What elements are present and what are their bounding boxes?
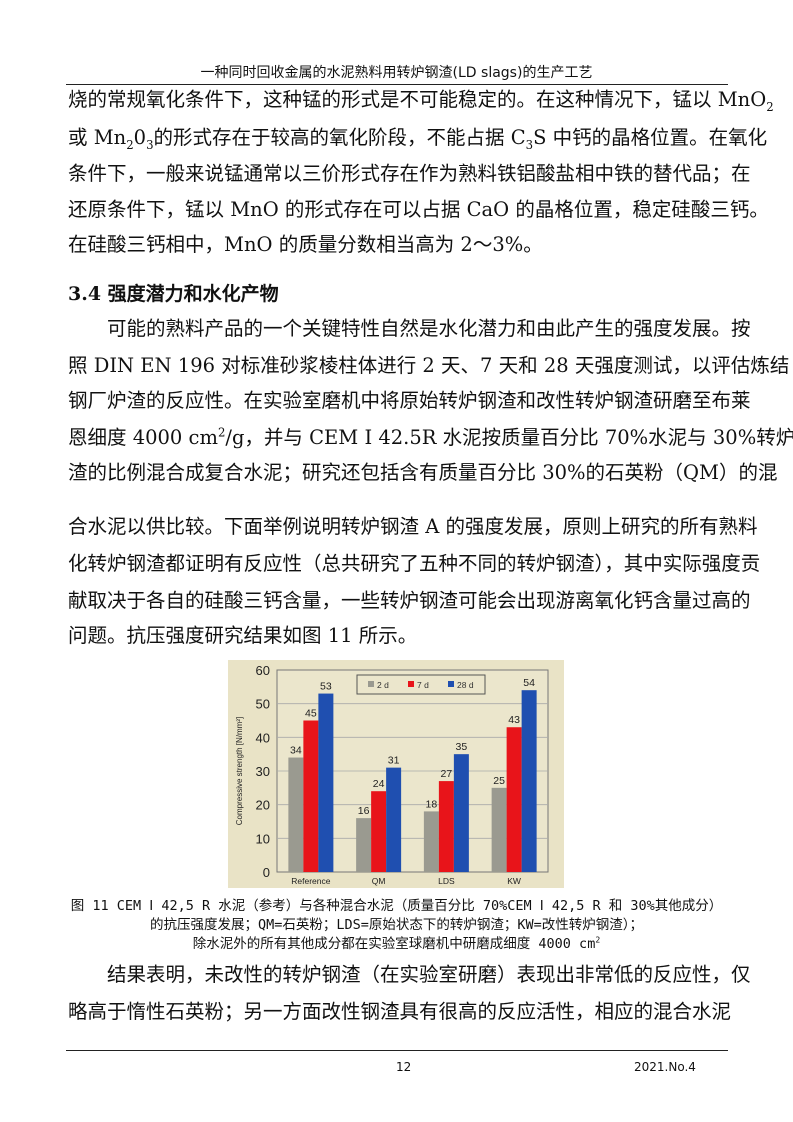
text-line: 或 Mn203的形式存在于较高的氧化阶段，不能占据 C3S 中钙的晶格位置。在氧… bbox=[68, 126, 768, 152]
text-line: 可能的熟料产品的一个关键特性自然是水化潜力和由此产生的强度发展。按 bbox=[68, 317, 751, 340]
bar-value-label: 45 bbox=[305, 708, 317, 720]
bar bbox=[453, 754, 469, 872]
text-line: 烧的常规氧化条件下，这种锰的形式是不可能稳定的。在这种情况下，锰以 MnO2 bbox=[68, 88, 774, 114]
page-number: 12 bbox=[396, 1060, 412, 1074]
y-tick-label: 50 bbox=[256, 697, 270, 712]
legend-label: 7 d bbox=[417, 680, 429, 690]
figure-caption-line: 图 11 CEM Ⅰ 42,5 R 水泥（参考）与各种混合水泥（质量百分比 70… bbox=[70, 898, 723, 914]
text-line: 照 DIN EN 196 对标准砂浆棱柱体进行 2 天、7 天和 28 天强度测… bbox=[68, 354, 790, 377]
figure-caption-line: 除水泥外的所有其他成分都在实验室球磨机中研磨成细度 4000 cm2 bbox=[192, 934, 601, 952]
bar bbox=[423, 811, 439, 872]
bar-value-label: 25 bbox=[493, 775, 505, 787]
bar bbox=[303, 720, 319, 872]
bar-value-label: 53 bbox=[320, 681, 332, 693]
text-line: 在硅酸三钙相中，MnO 的质量分数相当高为 2～3%。 bbox=[68, 233, 543, 256]
y-tick-label: 10 bbox=[256, 831, 270, 846]
footer-rule bbox=[66, 1050, 728, 1051]
x-tick-label: Reference bbox=[291, 876, 330, 886]
running-header: 一种同时回收金属的水泥熟料用转炉钢渣(LD slags)的生产工艺 bbox=[200, 65, 593, 81]
bar bbox=[506, 727, 522, 872]
y-axis-label: Compressive strength [N/mm²] bbox=[235, 717, 244, 825]
bar-value-label: 34 bbox=[290, 745, 302, 757]
bar bbox=[521, 690, 537, 872]
text-line: 问题。抗压强度研究结果如图 11 所示。 bbox=[68, 624, 418, 647]
legend-swatch bbox=[448, 681, 454, 687]
bar bbox=[356, 818, 372, 872]
section-heading: 3.4 强度潜力和水化产物 bbox=[68, 283, 279, 305]
bar-value-label: 43 bbox=[508, 714, 520, 726]
bar bbox=[318, 693, 334, 872]
legend-label: 2 d bbox=[377, 680, 389, 690]
bar bbox=[288, 757, 304, 872]
legend-swatch bbox=[368, 681, 374, 687]
bar bbox=[386, 767, 402, 872]
text-line: 条件下，一般来说锰通常以三价形式存在作为熟料铁铝酸盐相中铁的替代品；在 bbox=[68, 162, 751, 185]
header-rule bbox=[66, 84, 728, 85]
bar-value-label: 35 bbox=[456, 741, 468, 753]
y-tick-label: 40 bbox=[256, 730, 270, 745]
legend-box bbox=[356, 674, 486, 695]
y-tick-label: 60 bbox=[256, 663, 270, 678]
y-tick-label: 0 bbox=[263, 865, 270, 880]
text-line: 还原条件下，锰以 MnO 的形式存在可以占据 CaO 的晶格位置，稳定硅酸三钙。 bbox=[68, 198, 769, 221]
text-line: 献取决于各自的硅酸三钙含量，一些转炉钢渣可能会出现游离氧化钙含量过高的 bbox=[68, 589, 751, 612]
y-tick-label: 20 bbox=[256, 798, 270, 813]
text-line: 化转炉钢渣都证明有反应性（总共研究了五种不同的转炉钢渣），其中实际强度贡 bbox=[68, 552, 761, 575]
strength-chart: 0 10 20 30 40 50 60 Compressive strength [N/mm²… bbox=[228, 660, 564, 888]
x-tick-label: LDS bbox=[438, 876, 455, 886]
bar bbox=[371, 791, 387, 872]
text-line: 钢厂炉渣的反应性。在实验室磨机中将原始转炉钢渣和改性转炉钢渣研磨至布莱 bbox=[68, 389, 751, 412]
x-tick-label: QM bbox=[372, 876, 386, 886]
bar-value-label: 31 bbox=[388, 755, 400, 767]
legend-label: 28 d bbox=[457, 680, 474, 690]
bar-value-label: 24 bbox=[373, 778, 385, 790]
bar bbox=[491, 787, 507, 872]
text-line: 恩细度 4000 cm2/g，并与 CEM I 42.5R 水泥按质量百分比 7… bbox=[68, 425, 793, 449]
y-tick-label: 30 bbox=[256, 764, 270, 779]
legend-swatch bbox=[408, 681, 414, 687]
text-line: 合水泥以供比较。下面举例说明转炉钢渣 A 的强度发展，原则上研究的所有熟料 bbox=[68, 515, 758, 538]
text-line: 略高于惰性石英粉；另一方面改性钢渣具有很高的反应活性，相应的混合水泥 bbox=[68, 1000, 732, 1023]
issue-label: 2021.No.4 bbox=[634, 1060, 696, 1074]
bar-value-label: 16 bbox=[358, 805, 370, 817]
text-line: 结果表明，未改性的转炉钢渣（在实验室研磨）表现出非常低的反应性，仅 bbox=[68, 963, 751, 986]
bar bbox=[438, 781, 454, 872]
figure-caption-line: 的抗压强度发展；QM=石英粉；LDS=原始状态下的转炉钢渣；KW=改性转炉钢渣）… bbox=[149, 917, 644, 933]
text-line: 渣的比例混合成复合水泥；研究还包括含有质量百分比 30%的石英粉（QM）的混 bbox=[68, 461, 778, 484]
bar-value-label: 27 bbox=[441, 768, 453, 780]
x-tick-label: KW bbox=[507, 876, 521, 886]
bar-value-label: 18 bbox=[426, 798, 438, 810]
bar-value-label: 54 bbox=[523, 677, 535, 689]
